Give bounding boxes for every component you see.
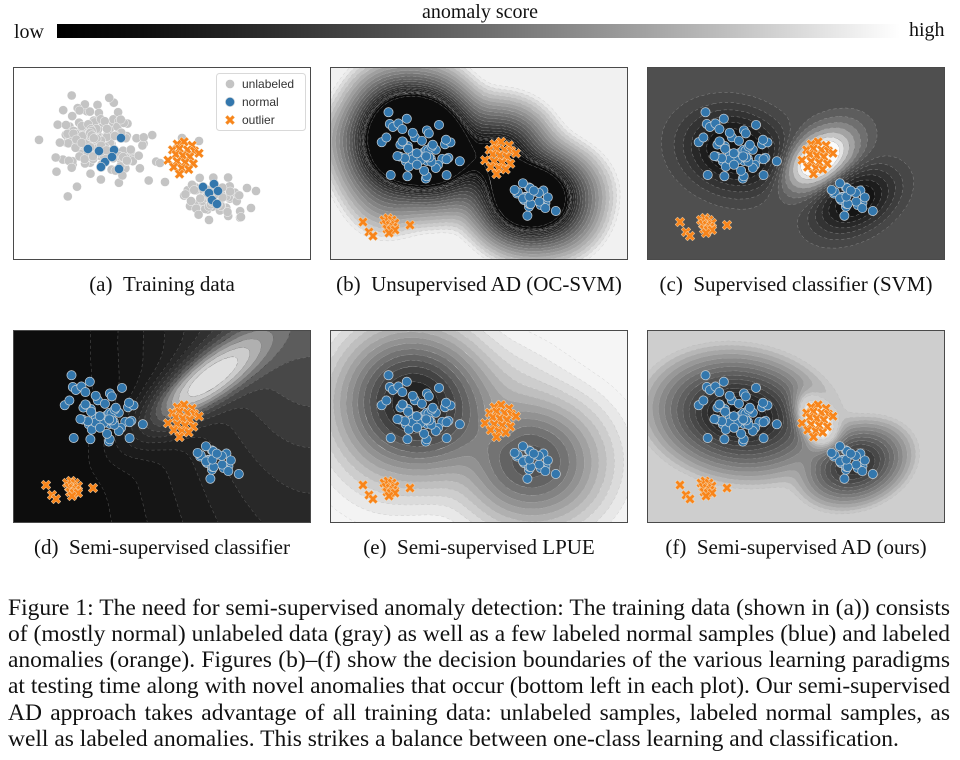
svg-text:normal: normal: [242, 95, 279, 109]
svg-text:outlier: outlier: [242, 113, 275, 127]
svg-text:unlabeled: unlabeled: [242, 77, 294, 91]
